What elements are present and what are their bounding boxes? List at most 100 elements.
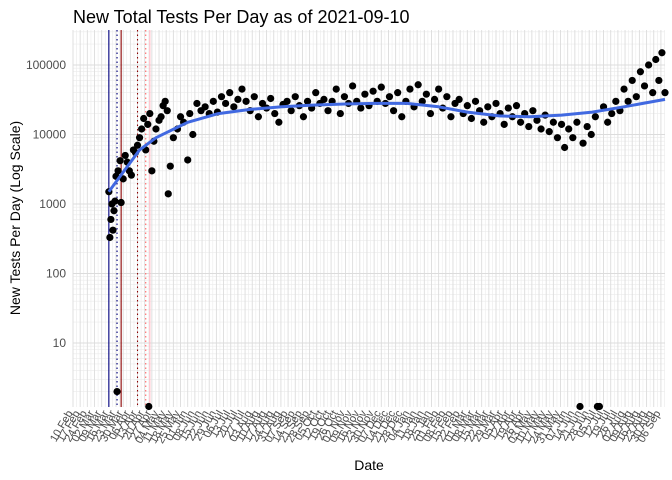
data-point xyxy=(164,190,172,198)
data-point xyxy=(579,139,587,147)
data-point xyxy=(138,125,146,133)
data-point xyxy=(435,85,443,93)
data-point xyxy=(608,109,616,118)
data-point xyxy=(467,114,476,123)
data-point xyxy=(414,81,422,89)
data-point xyxy=(332,85,340,93)
data-point xyxy=(324,107,332,115)
data-point xyxy=(447,113,455,121)
data-point xyxy=(628,76,636,85)
data-point xyxy=(557,120,566,128)
data-point xyxy=(117,198,125,207)
data-point xyxy=(529,107,537,115)
data-point xyxy=(303,97,312,105)
data-point xyxy=(620,85,628,93)
data-point xyxy=(591,113,599,121)
data-point xyxy=(369,87,377,95)
data-point xyxy=(184,156,192,164)
data-point xyxy=(135,134,144,142)
data-point xyxy=(152,125,160,133)
data-point xyxy=(234,95,242,103)
data-point xyxy=(480,118,488,126)
data-point xyxy=(242,97,250,105)
data-point xyxy=(254,113,262,121)
data-point xyxy=(275,118,283,126)
data-point xyxy=(109,226,117,234)
data-point xyxy=(655,76,663,85)
y-axis-label: New Tests Per Day (Log Scale) xyxy=(7,121,23,315)
data-point xyxy=(640,82,649,90)
data-point xyxy=(230,103,238,111)
data-point xyxy=(652,55,660,64)
x-axis-label: Date xyxy=(354,457,384,473)
data-point xyxy=(114,167,122,175)
data-point xyxy=(595,402,604,411)
data-point xyxy=(512,102,521,110)
data-point xyxy=(271,109,279,118)
trend-line-path xyxy=(107,97,666,193)
data-point xyxy=(492,99,500,108)
data-point xyxy=(340,93,349,101)
data-point xyxy=(161,97,169,105)
data-point xyxy=(545,128,553,136)
data-point xyxy=(193,99,201,108)
data-point xyxy=(312,89,320,97)
y-tick-label: 100000 xyxy=(26,58,66,72)
data-point xyxy=(283,97,291,105)
data-point xyxy=(148,167,156,175)
data-point xyxy=(565,125,573,133)
data-point xyxy=(116,157,124,165)
data-point xyxy=(357,104,365,112)
y-axis-ticks: 10 100 1000 10000 100000 xyxy=(26,58,66,350)
data-point xyxy=(163,107,171,115)
data-point xyxy=(406,85,414,93)
data-point xyxy=(121,151,129,160)
data-point xyxy=(525,122,533,131)
data-point xyxy=(176,113,185,121)
data-point xyxy=(111,197,119,205)
data-point xyxy=(258,99,267,108)
data-point xyxy=(636,68,645,76)
vertical-lines xyxy=(108,30,151,407)
data-point xyxy=(583,122,591,131)
data-point xyxy=(612,97,620,105)
data-point xyxy=(394,89,402,97)
chart-title: New Total Tests Per Day as of 2021-09-10 xyxy=(73,7,410,27)
y-tick-label: 10000 xyxy=(33,128,67,142)
data-point xyxy=(186,109,194,118)
y-tick-label: 10 xyxy=(53,336,67,350)
data-point xyxy=(624,97,632,105)
data-point xyxy=(587,130,595,139)
data-point xyxy=(169,134,177,142)
data-point xyxy=(430,95,439,103)
data-point xyxy=(146,109,154,118)
data-point xyxy=(389,107,398,115)
data-point xyxy=(645,61,653,69)
data-point xyxy=(426,109,435,118)
data-point xyxy=(250,93,258,101)
data-point xyxy=(661,89,669,97)
data-point xyxy=(658,49,666,57)
data-point xyxy=(561,143,569,152)
data-point xyxy=(553,134,562,142)
trend-line xyxy=(107,97,666,193)
data-point xyxy=(418,97,426,105)
data-point xyxy=(110,207,118,215)
grid xyxy=(72,30,665,407)
data-point xyxy=(573,118,581,126)
data-point xyxy=(377,83,385,91)
data-point xyxy=(504,104,512,112)
data-point xyxy=(201,103,209,111)
data-point xyxy=(287,107,295,115)
data-point xyxy=(238,85,246,93)
data-point xyxy=(537,125,545,133)
data-point xyxy=(443,93,451,101)
data-point xyxy=(127,171,135,179)
data-point xyxy=(157,113,165,121)
data-point xyxy=(361,90,369,98)
y-tick-label: 100 xyxy=(46,267,66,281)
data-point xyxy=(471,97,480,105)
data-point xyxy=(107,215,115,224)
data-point xyxy=(299,113,308,121)
